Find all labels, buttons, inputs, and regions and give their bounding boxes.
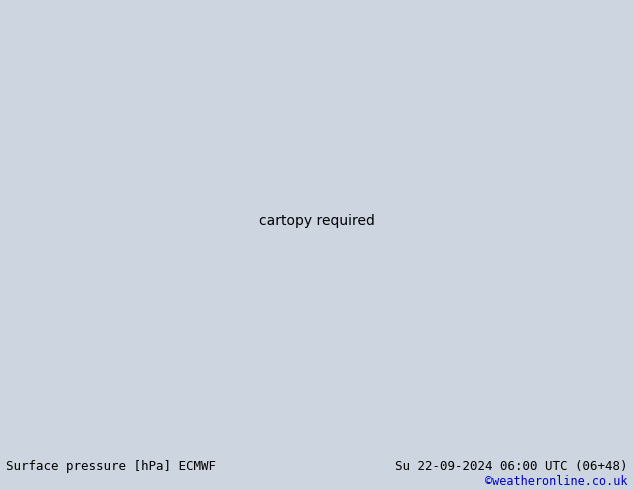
Text: Surface pressure [hPa] ECMWF: Surface pressure [hPa] ECMWF bbox=[6, 460, 216, 473]
Text: cartopy required: cartopy required bbox=[259, 214, 375, 228]
Text: ©weatheronline.co.uk: ©weatheronline.co.uk bbox=[485, 475, 628, 488]
Text: Su 22-09-2024 06:00 UTC (06+48): Su 22-09-2024 06:00 UTC (06+48) bbox=[395, 460, 628, 473]
